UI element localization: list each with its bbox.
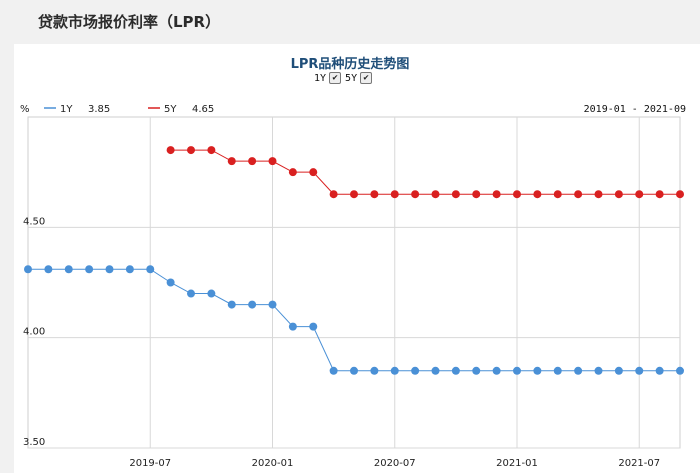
data-point-5y <box>370 190 379 199</box>
chart-title: LPR品种历史走势图 <box>290 57 410 72</box>
y-tick-label: 4.00 <box>23 327 45 338</box>
data-point-5y <box>350 190 358 199</box>
data-point-1y <box>146 265 155 274</box>
chart-panel <box>14 44 700 473</box>
data-point-1y <box>370 366 379 375</box>
toggle-1y-label: 1Y <box>314 72 327 84</box>
data-point-1y <box>676 366 684 375</box>
toggle-5y-checkbox[interactable]: ✔ <box>360 72 373 84</box>
data-point-1y <box>350 366 358 375</box>
data-point-1y <box>390 366 399 375</box>
data-point-1y <box>533 366 542 375</box>
toggle-1y-checkbox[interactable]: ✔ <box>329 72 342 84</box>
data-point-5y <box>187 146 195 155</box>
legend-latest-value: 3.85 <box>88 104 110 115</box>
x-tick-label: 2019-07 <box>129 458 171 469</box>
data-point-5y <box>207 146 216 155</box>
data-point-5y <box>594 190 603 199</box>
data-point-5y <box>635 190 644 199</box>
data-point-5y <box>431 190 440 199</box>
data-point-5y <box>472 190 481 199</box>
data-point-1y <box>125 265 134 274</box>
toggle-5y[interactable]: 5Y ✔ <box>345 72 373 84</box>
data-point-1y <box>431 366 440 375</box>
data-point-1y <box>655 366 664 375</box>
data-point-1y <box>268 300 277 309</box>
data-point-1y <box>574 366 583 375</box>
data-point-1y <box>85 265 94 274</box>
data-point-5y <box>451 190 460 199</box>
data-point-5y <box>411 190 420 199</box>
data-point-5y <box>268 157 277 166</box>
x-tick-label: 2021-07 <box>618 458 660 469</box>
data-point-1y <box>227 300 236 309</box>
data-point-5y <box>553 190 562 199</box>
legend-series-name: 5Y <box>164 104 177 115</box>
data-point-1y <box>594 366 603 375</box>
y-tick-label: 3.50 <box>23 437 45 448</box>
page-title: 贷款市场报价利率（LPR） <box>38 13 221 31</box>
plot-area <box>27 116 681 449</box>
data-point-1y <box>472 366 481 375</box>
data-point-5y <box>513 190 521 199</box>
data-point-1y <box>329 366 338 375</box>
data-point-5y <box>533 190 542 199</box>
data-point-1y <box>105 265 114 274</box>
data-point-1y <box>64 265 73 274</box>
x-tick-label: 2020-01 <box>252 458 294 469</box>
data-point-5y <box>614 190 623 199</box>
data-point-5y <box>574 190 583 199</box>
data-point-1y <box>166 278 175 287</box>
data-point-1y <box>451 366 460 375</box>
data-point-5y <box>492 190 501 199</box>
toggle-5y-label: 5Y <box>345 72 358 84</box>
series-line-1y <box>28 268 680 372</box>
data-point-1y <box>553 366 562 375</box>
legend-latest-value: 4.65 <box>192 104 214 115</box>
data-point-5y <box>390 190 399 199</box>
data-point-5y <box>676 190 684 199</box>
x-tick-label: 2020-07 <box>374 458 416 469</box>
data-point-1y <box>411 366 420 375</box>
data-point-1y <box>207 289 216 298</box>
page-header: 贷款市场报价利率（LPR） <box>0 0 700 44</box>
data-point-1y <box>187 289 195 298</box>
data-point-1y <box>614 366 623 375</box>
data-point-5y <box>329 190 338 199</box>
data-point-5y <box>248 157 257 166</box>
y-tick-label: 4.50 <box>23 216 45 227</box>
data-point-5y <box>309 168 318 177</box>
data-point-1y <box>309 322 318 331</box>
data-point-1y <box>635 366 644 375</box>
data-point-1y <box>492 366 501 375</box>
series-toggles: 1Y ✔ 5Y ✔ <box>314 70 373 86</box>
legend-series-name: 1Y <box>60 104 73 115</box>
data-point-5y <box>288 168 297 177</box>
x-tick-label: 2021-01 <box>496 458 538 469</box>
data-point-1y <box>288 322 297 331</box>
data-point-5y <box>166 146 175 155</box>
data-point-1y <box>248 300 257 309</box>
toggle-1y[interactable]: 1Y ✔ <box>314 72 342 84</box>
series-line-5y <box>170 149 680 195</box>
data-point-5y <box>227 157 236 166</box>
date-range-label: 2019-01 - 2021-09 <box>584 104 686 115</box>
data-point-5y <box>655 190 664 199</box>
data-point-1y <box>513 366 521 375</box>
data-point-1y <box>44 265 53 274</box>
data-point-1y <box>24 265 32 274</box>
y-unit-label: % <box>20 104 30 115</box>
